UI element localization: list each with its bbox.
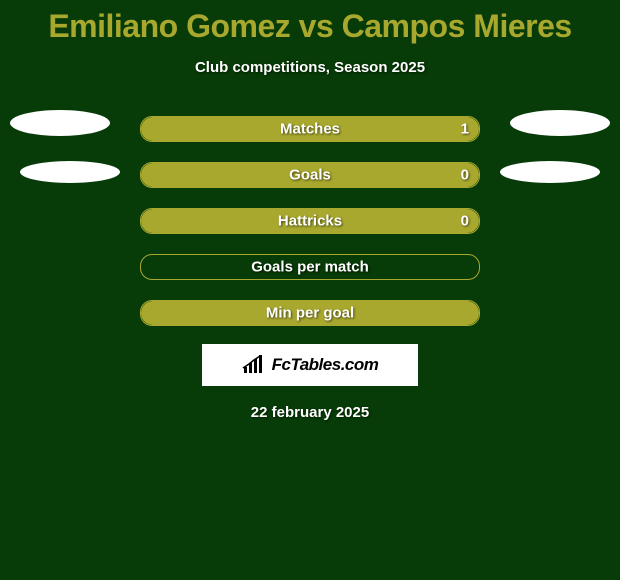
stat-row: Goals per match xyxy=(0,254,620,280)
left-ellipse xyxy=(10,110,110,136)
stat-bar: Hattricks 0 xyxy=(140,208,480,234)
stat-row: Matches 1 xyxy=(0,116,620,142)
stat-bar: Goals 0 xyxy=(140,162,480,188)
date-text: 22 february 2025 xyxy=(0,404,620,421)
stat-row: Goals 0 xyxy=(0,162,620,188)
stat-bar: Min per goal xyxy=(140,300,480,326)
stat-label: Goals xyxy=(289,167,331,184)
stat-row: Min per goal xyxy=(0,300,620,326)
stat-label: Min per goal xyxy=(266,305,354,322)
stat-value: 0 xyxy=(461,167,469,184)
stat-label: Hattricks xyxy=(278,213,342,230)
stat-value: 0 xyxy=(461,213,469,230)
page-title: Emiliano Gomez vs Campos Mieres xyxy=(0,0,620,45)
logo-text: FcTables.com xyxy=(272,355,379,375)
left-ellipse xyxy=(20,161,120,183)
page-subtitle: Club competitions, Season 2025 xyxy=(0,59,620,76)
stat-value: 1 xyxy=(461,121,469,138)
stat-bar: Matches 1 xyxy=(140,116,480,142)
stat-bar: Goals per match xyxy=(140,254,480,280)
right-ellipse xyxy=(510,110,610,136)
bar-chart-icon xyxy=(242,355,266,375)
logo-box: FcTables.com xyxy=(202,344,418,386)
right-ellipse xyxy=(500,161,600,183)
stat-label: Matches xyxy=(280,121,340,138)
stat-label: Goals per match xyxy=(251,259,369,276)
stat-row: Hattricks 0 xyxy=(0,208,620,234)
stats-container: Matches 1 Goals 0 Hattricks 0 Goals per match M… xyxy=(0,116,620,326)
